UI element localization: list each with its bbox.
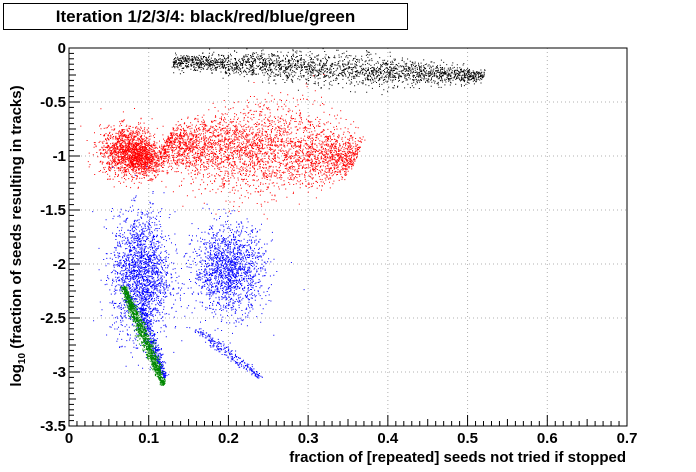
x-tick-label: 0.2 <box>218 430 239 447</box>
y-tick-label: 0 <box>58 40 66 57</box>
series-1-points <box>171 48 486 96</box>
y-tick-label: -3.5 <box>40 418 66 435</box>
scatter-cluster <box>120 285 166 386</box>
scatter-cluster <box>118 140 171 184</box>
scatter-cluster <box>194 328 263 379</box>
series-3-points <box>92 166 305 379</box>
y-axis-label-subscript: 10 <box>17 352 28 365</box>
y-tick-label: -1.5 <box>40 202 66 219</box>
y-tick-label: -1 <box>53 148 66 165</box>
scatter-cluster <box>175 203 305 344</box>
scatter-cluster <box>139 307 170 379</box>
y-axis-label-rest: (fraction of seeds resulting in tracks) <box>8 85 25 353</box>
x-tick-label: 0.1 <box>138 430 159 447</box>
scatter-cluster <box>158 74 366 220</box>
x-tick-label: 0.5 <box>457 430 478 447</box>
x-tick-label: 0.6 <box>537 430 558 447</box>
x-tick-label: 0.3 <box>298 430 319 447</box>
y-tick-label: -2.5 <box>40 310 66 327</box>
scatter-cluster <box>80 108 192 189</box>
scatter-cluster <box>92 166 190 371</box>
y-tick-label: -2 <box>53 256 66 273</box>
x-tick-label: 0 <box>65 430 73 447</box>
series-2-points <box>80 74 366 220</box>
data-points <box>80 48 486 386</box>
y-tick-label: -3 <box>53 364 66 381</box>
scatter-cluster <box>171 48 486 96</box>
axis-tick-labels: 0 0.1 0.2 0.3 0.4 0.5 0.6 0.7 0 -0.5 -1 -1.5 -2 -2.5 -… <box>40 40 637 447</box>
chart-title: Iteration 1/2/3/4: black/red/blue/green <box>3 3 408 30</box>
series-4-points <box>120 285 166 386</box>
y-axis-label-prefix: log <box>8 364 25 387</box>
axis-ticks <box>68 47 628 427</box>
x-axis-label: fraction of [repeated] seeds not tried i… <box>289 449 626 466</box>
x-tick-label: 0.4 <box>377 430 399 447</box>
x-tick-label: 0.7 <box>617 430 638 447</box>
y-axis-label: log10 (fraction of seeds resulting in tr… <box>8 85 28 386</box>
y-tick-label: -0.5 <box>40 94 66 111</box>
